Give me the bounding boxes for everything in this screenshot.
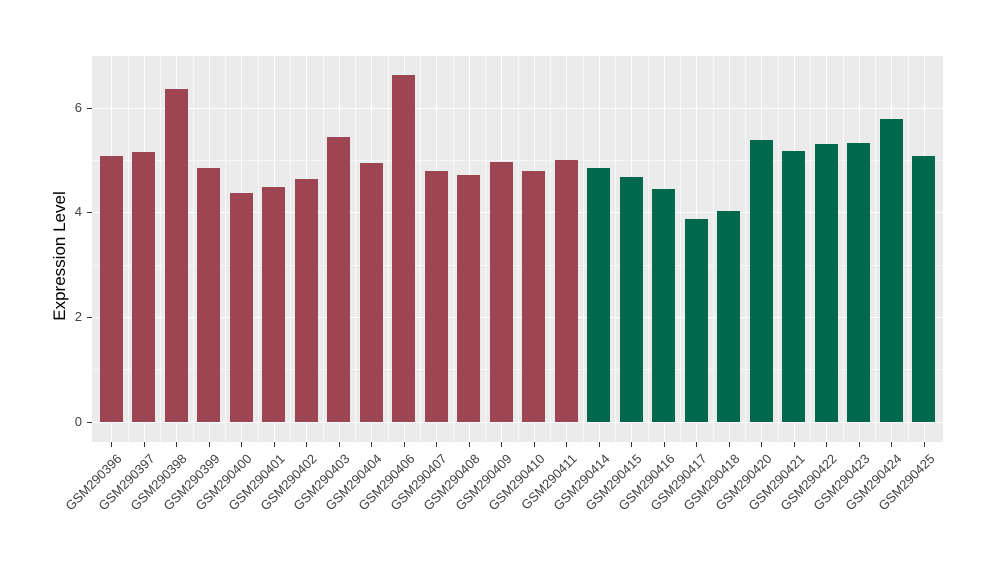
bar-GSM290399 bbox=[197, 167, 221, 422]
x-tick-mark-GSM290401 bbox=[273, 442, 275, 447]
bar-GSM290423 bbox=[847, 143, 871, 422]
x-tick-mark-GSM290417 bbox=[696, 442, 698, 447]
plot-panel bbox=[92, 56, 943, 442]
bar-GSM290415 bbox=[619, 176, 643, 422]
gridline-minor-x bbox=[387, 56, 389, 442]
y-tick-label-2: 2 bbox=[74, 309, 82, 324]
gridline-major-y2 bbox=[92, 317, 943, 318]
x-tick-mark-GSM290406 bbox=[403, 442, 405, 447]
x-tick-mark-GSM290421 bbox=[793, 442, 795, 447]
x-tick-mark-GSM290410 bbox=[533, 442, 535, 447]
bar-GSM290409 bbox=[489, 162, 513, 422]
x-tick-mark-GSM290404 bbox=[371, 442, 373, 447]
y-tick-mark-2 bbox=[87, 317, 92, 318]
bar-GSM290414 bbox=[587, 168, 611, 422]
bar-GSM290416 bbox=[652, 189, 676, 422]
bar-GSM290421 bbox=[782, 150, 806, 422]
y-tick-mark-6 bbox=[87, 107, 92, 109]
gridline-minor-x bbox=[452, 56, 454, 442]
bar-GSM290425 bbox=[912, 156, 936, 422]
gridline-minor-x bbox=[290, 56, 292, 442]
x-tick-mark-GSM290402 bbox=[306, 442, 308, 447]
x-tick-mark-GSM290398 bbox=[176, 442, 178, 447]
x-tick-mark-GSM290397 bbox=[143, 442, 145, 447]
gridline-minor-x bbox=[127, 56, 129, 442]
gridline-minor-x bbox=[322, 56, 324, 442]
x-tick-mark-GSM290408 bbox=[468, 442, 470, 447]
y-tick-label-4: 4 bbox=[74, 204, 82, 220]
x-tick-mark-GSM290418 bbox=[728, 442, 730, 447]
x-tick-mark-GSM290414 bbox=[598, 442, 600, 447]
x-tick-mark-GSM290424 bbox=[891, 442, 893, 447]
gridline-minor-x bbox=[842, 56, 844, 442]
bar-GSM290397 bbox=[132, 152, 156, 422]
x-tick-mark-GSM290415 bbox=[631, 442, 633, 447]
bar-GSM290424 bbox=[879, 119, 903, 422]
gridline-minor-x bbox=[745, 56, 747, 442]
gridline-minor-x bbox=[810, 56, 812, 442]
x-tick-mark-GSM290423 bbox=[858, 442, 860, 447]
gridline-minor-y3 bbox=[92, 264, 943, 266]
gridline-minor-x bbox=[582, 56, 584, 442]
gridline-minor-x bbox=[615, 56, 617, 442]
gridline-minor-x bbox=[225, 56, 227, 442]
y-tick-mark-4 bbox=[87, 212, 92, 214]
bar-GSM290401 bbox=[262, 187, 286, 422]
bar-GSM290406 bbox=[392, 74, 416, 422]
gridline-minor-x bbox=[485, 56, 487, 442]
x-tick-mark-GSM290407 bbox=[436, 442, 438, 447]
bar-GSM290407 bbox=[424, 171, 448, 422]
x-tick-mark-GSM290400 bbox=[241, 442, 243, 447]
bar-GSM290422 bbox=[814, 144, 838, 422]
gridline-minor-y5 bbox=[92, 159, 943, 161]
y-tick-label-0: 0 bbox=[74, 413, 82, 429]
bar-GSM290420 bbox=[749, 139, 773, 422]
y-tick-mark-0 bbox=[87, 421, 92, 423]
x-tick-mark-GSM290403 bbox=[338, 442, 340, 447]
gridline-minor-x bbox=[160, 56, 162, 442]
gridline-major-y0 bbox=[92, 421, 943, 423]
bar-GSM290403 bbox=[327, 137, 351, 422]
gridline-minor-x bbox=[355, 56, 357, 442]
gridline-minor-x bbox=[517, 56, 519, 442]
gridline-minor-x bbox=[907, 56, 909, 442]
x-tick-mark-GSM290420 bbox=[761, 442, 763, 447]
bar-GSM290402 bbox=[294, 178, 318, 422]
bar-GSM290411 bbox=[554, 160, 578, 422]
x-tick-mark-GSM290425 bbox=[923, 442, 925, 447]
bar-GSM290396 bbox=[99, 156, 123, 422]
x-tick-mark-GSM290416 bbox=[663, 442, 665, 447]
bar-GSM290410 bbox=[522, 171, 546, 422]
bar-GSM290398 bbox=[164, 88, 188, 422]
gridline-minor-x bbox=[257, 56, 259, 442]
gridline-major-y4 bbox=[92, 212, 943, 214]
x-tick-mark-GSM290396 bbox=[111, 442, 113, 447]
gridline-minor-x bbox=[680, 56, 682, 442]
bar-GSM290418 bbox=[717, 211, 741, 422]
y-tick-label-6: 6 bbox=[74, 99, 82, 115]
gridline-minor-x bbox=[647, 56, 649, 442]
x-tick-mark-GSM290409 bbox=[501, 442, 503, 447]
gridline-minor-x bbox=[875, 56, 877, 442]
gridline-major-y6 bbox=[92, 107, 943, 109]
bar-GSM290417 bbox=[684, 218, 708, 422]
gridline-minor-x bbox=[712, 56, 714, 442]
bar-GSM290408 bbox=[457, 175, 481, 422]
x-tick-mark-GSM290411 bbox=[566, 442, 568, 447]
gridline-minor-y1 bbox=[92, 369, 943, 371]
bar-GSM290404 bbox=[359, 163, 383, 422]
bar-GSM290400 bbox=[229, 192, 253, 422]
gridline-minor-x bbox=[777, 56, 779, 442]
gridline-minor-x bbox=[420, 56, 422, 442]
x-tick-mark-GSM290422 bbox=[826, 442, 828, 447]
gridline-minor-x bbox=[550, 56, 552, 442]
x-tick-mark-GSM290399 bbox=[208, 442, 210, 447]
gridline-minor-x bbox=[192, 56, 194, 442]
